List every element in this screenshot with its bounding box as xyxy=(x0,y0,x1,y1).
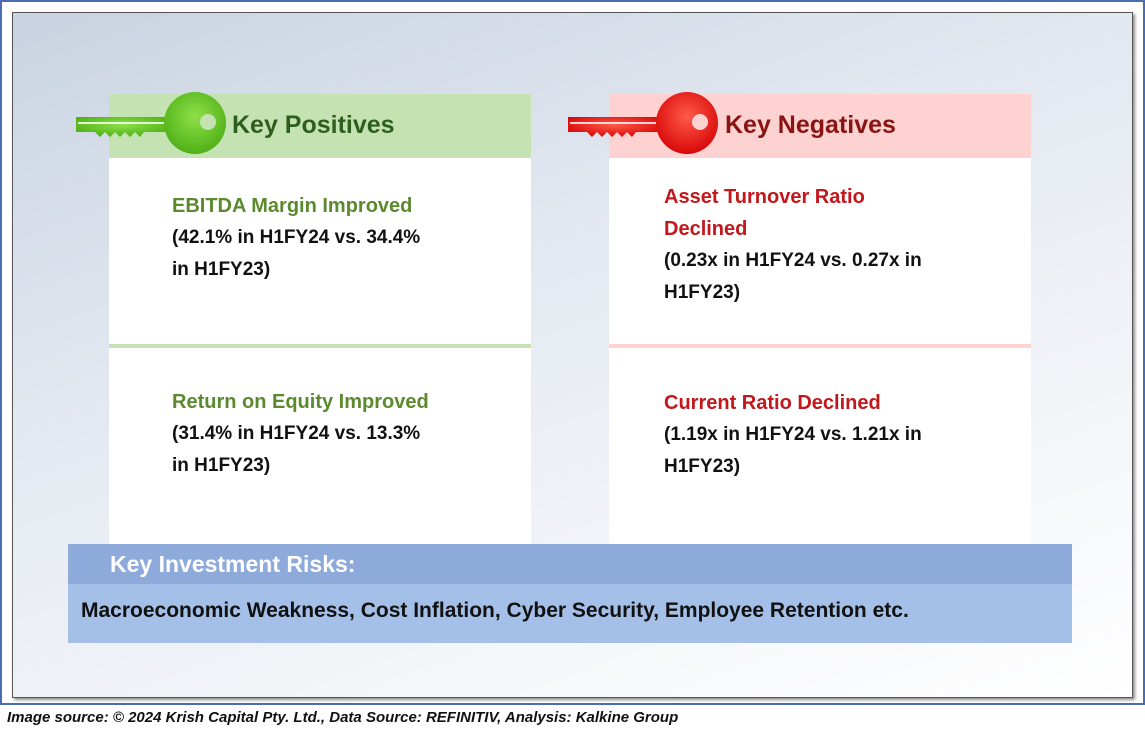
positive-item-detail: (31.4% in H1FY24 vs. 13.3% xyxy=(172,423,421,444)
key-positives-title: Key Positives xyxy=(232,111,395,139)
risks-title: Key Investment Risks: xyxy=(110,551,356,577)
risks-text: Macroeconomic Weakness, Cost Inflation, … xyxy=(81,599,909,622)
negative-item-title: Declined xyxy=(664,218,748,240)
key-investment-risks-box: Key Investment Risks: Macroeconomic Weak… xyxy=(68,544,1072,643)
positive-item-title: Return on Equity Improved xyxy=(172,391,429,413)
key-positives-card: Key Positives EBITDA Margin Improved (42… xyxy=(109,94,531,544)
positive-item-detail: in H1FY23) xyxy=(172,259,271,280)
positives-divider xyxy=(109,344,531,348)
positive-item-detail: in H1FY23) xyxy=(172,455,271,476)
risks-body: Macroeconomic Weakness, Cost Inflation, … xyxy=(68,584,1072,643)
red-key-icon xyxy=(568,92,718,154)
positive-item-detail: (42.1% in H1FY24 vs. 34.4% xyxy=(172,227,421,248)
negative-item-asset-turnover: Asset Turnover Ratio Declined (0.23x in … xyxy=(609,181,1031,309)
negatives-divider xyxy=(609,344,1031,348)
risks-header: Key Investment Risks: xyxy=(68,544,1072,584)
negative-item-detail: (1.19x in H1FY24 vs. 1.21x in xyxy=(664,424,922,445)
green-key-icon xyxy=(76,92,226,154)
key-negatives-card: Key Negatives Asset Turnover Ratio Decli… xyxy=(609,94,1031,544)
positive-item-ebitda: EBITDA Margin Improved (42.1% in H1FY24 … xyxy=(109,190,531,286)
negative-item-detail: (0.23x in H1FY24 vs. 0.27x in xyxy=(664,250,922,271)
negative-item-current-ratio: Current Ratio Declined (1.19x in H1FY24 … xyxy=(609,387,1031,483)
positive-item-title: EBITDA Margin Improved xyxy=(172,195,413,217)
key-negatives-title: Key Negatives xyxy=(725,111,896,139)
positive-item-roe: Return on Equity Improved (31.4% in H1FY… xyxy=(109,386,531,482)
image-source-caption: Image source: © 2024 Krish Capital Pty. … xyxy=(7,709,679,726)
negative-item-title: Current Ratio Declined xyxy=(664,392,881,414)
negative-item-title: Asset Turnover Ratio xyxy=(664,186,865,208)
negative-item-detail: H1FY23) xyxy=(664,456,741,477)
negative-item-detail: H1FY23) xyxy=(664,282,741,303)
